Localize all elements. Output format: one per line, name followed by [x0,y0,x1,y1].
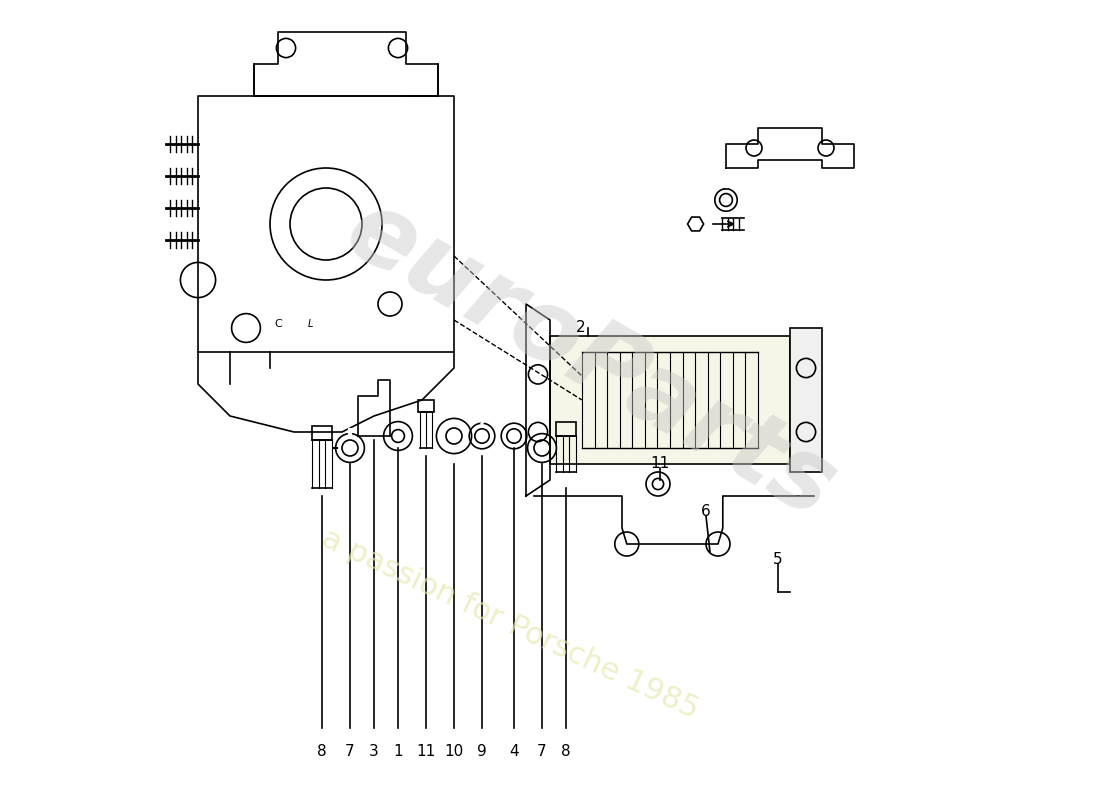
Text: 11: 11 [651,457,670,471]
Bar [556,422,576,436]
Circle shape [384,422,412,450]
Text: 8: 8 [561,744,571,759]
Text: 2: 2 [575,321,585,335]
Text: 10: 10 [444,744,463,759]
Circle shape [646,472,670,496]
Text: 4: 4 [509,744,519,759]
Circle shape [437,418,472,454]
Text: 5: 5 [773,553,783,567]
Bar [550,336,790,464]
Text: 8: 8 [317,744,327,759]
Text: L: L [307,319,312,329]
Bar [418,400,434,412]
Text: 1: 1 [393,744,403,759]
Polygon shape [688,217,704,231]
Text: euroParts: euroParts [329,181,851,539]
Text: 11: 11 [417,744,436,759]
Text: C: C [274,319,282,329]
Text: 7: 7 [537,744,547,759]
Text: 6: 6 [701,505,711,519]
Bar [311,426,332,440]
Text: a passion for Porsche 1985: a passion for Porsche 1985 [317,524,703,724]
Text: 3: 3 [370,744,378,759]
Bar [790,328,822,472]
Text: 7: 7 [345,744,355,759]
Text: 9: 9 [477,744,487,759]
